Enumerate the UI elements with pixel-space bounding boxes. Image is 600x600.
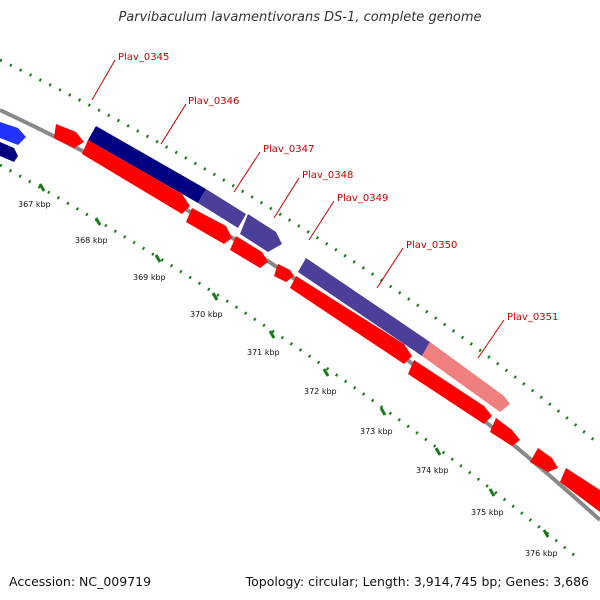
- gene-plav-0347: [198, 189, 246, 228]
- tick-374: [434, 447, 442, 456]
- gene-bar-left-navy: [0, 142, 18, 162]
- tick-372: [322, 368, 330, 377]
- tick-label-371: 371 kbp: [247, 348, 280, 357]
- tick-label-368: 368 kbp: [75, 236, 108, 245]
- tick-label-367: 367 kbp: [18, 200, 51, 209]
- gene-plav-0345: [54, 124, 84, 148]
- gene-plav-0349: [274, 264, 294, 282]
- tick-368: [94, 217, 102, 226]
- tick-376: [542, 529, 550, 538]
- topology-text: Topology: circular; Length: 3,914,745 bp…: [245, 574, 589, 589]
- label-plav-0349: Plav_0349: [337, 193, 388, 204]
- gene-inner-8: [560, 468, 600, 512]
- gene-arrow-left-blue: [0, 122, 26, 145]
- gene-inner-5: [408, 360, 492, 424]
- leader-plav-0351: [477, 319, 505, 359]
- gene-inner-2: [186, 208, 232, 244]
- gene-inner-6: [490, 418, 520, 446]
- tick-label-373: 373 kbp: [360, 427, 393, 436]
- tick-label-370: 370 kbp: [190, 310, 223, 319]
- tick-369: [154, 254, 162, 263]
- gene-plav-0348: [240, 214, 282, 252]
- tick-367: [38, 183, 46, 192]
- gene-inner-7: [530, 448, 558, 472]
- gene-plav-0346: [88, 126, 206, 203]
- gene-plav-0350: [298, 258, 430, 356]
- tick-label-374: 374 kbp: [416, 466, 449, 475]
- tick-370: [211, 292, 219, 301]
- leader-plav-0346: [160, 103, 187, 145]
- gene-plav-0351: [422, 342, 510, 412]
- label-plav-0345: Plav_0345: [118, 52, 169, 63]
- label-plav-0350: Plav_0350: [406, 240, 457, 251]
- gene-inner-4: [290, 276, 412, 364]
- tick-label-375: 375 kbp: [471, 508, 504, 517]
- label-plav-0346: Plav_0346: [188, 96, 239, 107]
- gene-inner-1: [82, 140, 190, 214]
- map-title: Parvibaculum lavamentivorans DS-1, compl…: [118, 10, 482, 25]
- label-plav-0347: Plav_0347: [263, 144, 314, 155]
- leader-plav-0345: [91, 59, 116, 101]
- tick-373: [379, 407, 387, 416]
- leader-plav-0347: [233, 151, 261, 193]
- tick-label-376: 376 kbp: [525, 549, 558, 558]
- accession-text: Accession: NC_009719: [9, 574, 152, 589]
- gene-inner-3: [230, 236, 268, 268]
- leader-plav-0348: [273, 177, 300, 219]
- tick-label-369: 369 kbp: [133, 273, 166, 282]
- tick-375: [488, 488, 496, 497]
- label-plav-0348: Plav_0348: [302, 170, 353, 181]
- outer-tick-ring: [0, 58, 600, 447]
- leader-plav-0350: [376, 247, 404, 289]
- tick-371: [268, 330, 276, 339]
- label-plav-0351: Plav_0351: [507, 312, 558, 323]
- tick-label-372: 372 kbp: [304, 387, 337, 396]
- leader-plav-0349: [308, 200, 335, 241]
- inner-tick-ring: [0, 163, 581, 562]
